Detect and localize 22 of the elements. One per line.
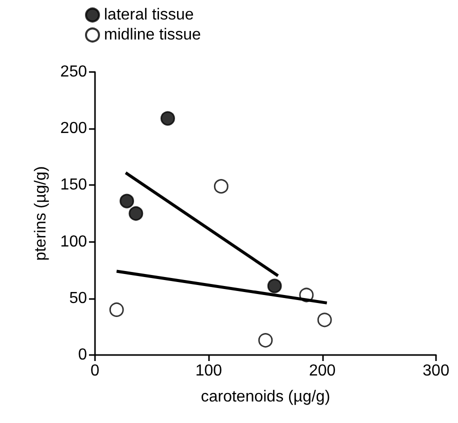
legend-label: lateral tissue xyxy=(104,6,194,24)
point xyxy=(120,194,134,208)
x-tick-label: 100 xyxy=(195,362,222,380)
y-tick-label: 100 xyxy=(60,233,88,250)
point xyxy=(267,278,282,294)
point xyxy=(258,333,273,348)
y-axis-title: pterins (µg/g) xyxy=(32,166,50,261)
point xyxy=(128,206,144,221)
point xyxy=(109,302,124,317)
x-axis-title: carotenoids (µg/g) xyxy=(200,388,330,406)
y-tick-label: 150 xyxy=(60,176,88,194)
y-tick-label: 200 xyxy=(60,120,88,138)
y-tick-label: 250 xyxy=(60,64,88,80)
x-tick-label: 300 xyxy=(422,362,450,380)
x-tick-label: 0 xyxy=(90,362,100,380)
point xyxy=(214,179,228,194)
y-tick-label: 50 xyxy=(69,290,88,307)
legend-label: midline tissue xyxy=(104,26,202,44)
point xyxy=(160,111,175,126)
point xyxy=(317,312,332,328)
x-tick-label: 200 xyxy=(308,362,336,380)
y-tick-label: 0 xyxy=(78,346,88,364)
